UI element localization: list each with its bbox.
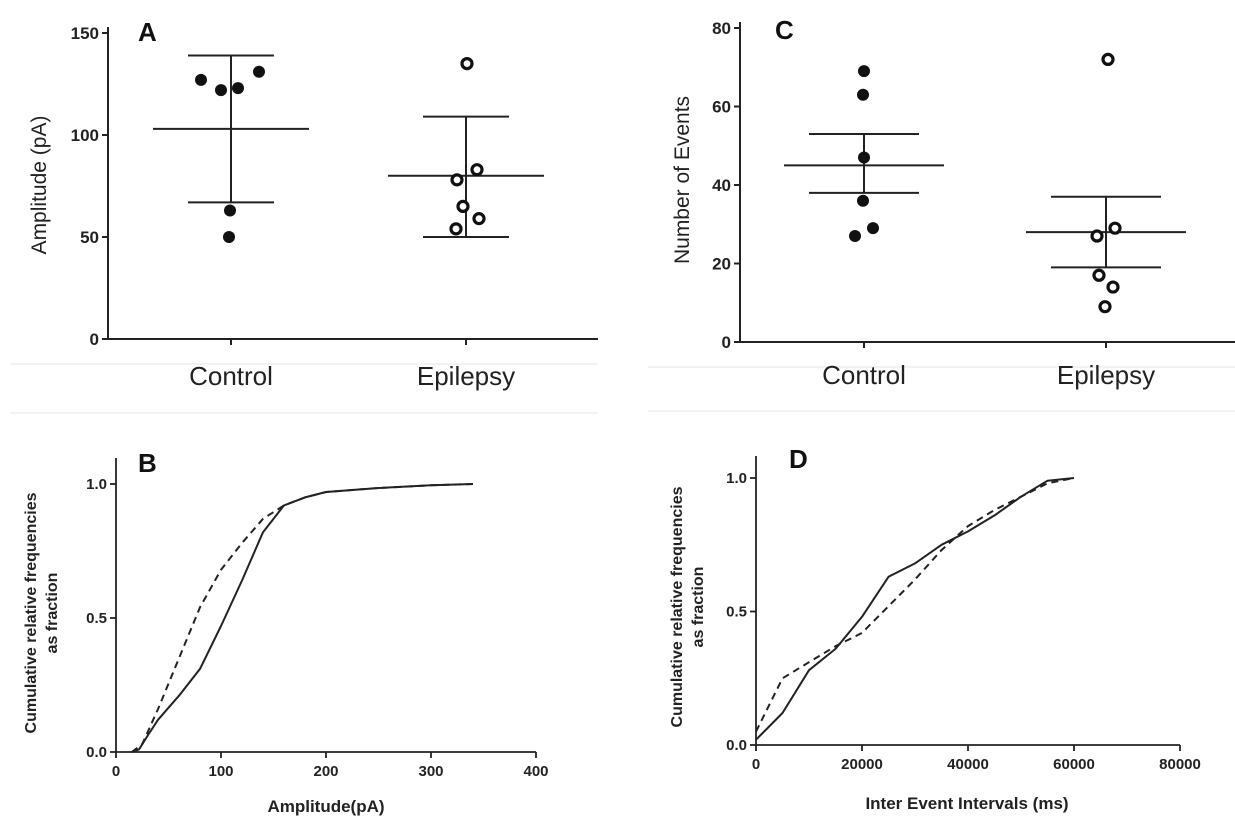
panel-a-point-control — [195, 73, 207, 86]
panel-a-scatter: A Amplitude (pA) 0 50 100 150 Control Epileps… — [28, 17, 598, 391]
panel-c-point-control — [857, 194, 869, 207]
panel-b-y-tick-label: 1.0 — [86, 476, 107, 493]
panel-c-point-control — [849, 230, 861, 243]
panel-d-x-tick-label: 60000 — [1053, 756, 1095, 773]
panel-d-x-tick-label: 20000 — [841, 756, 883, 773]
panel-c-y-tick-label: 20 — [712, 255, 731, 274]
panel-b-x-tick-label: 200 — [313, 763, 338, 780]
panel-a-y-tick-label: 100 — [71, 126, 99, 145]
panel-b-x-axis-label: Amplitude(pA) — [267, 797, 384, 816]
panel-c-point-control — [858, 151, 870, 164]
panel-letter-b: B — [138, 448, 157, 478]
panel-a-point-epilepsy — [460, 56, 474, 71]
panel-b-x-tick-label: 0 — [112, 763, 120, 780]
panel-c-point-epilepsy — [1092, 268, 1106, 282]
panel-c-point-control — [858, 65, 870, 78]
panel-c-scatter: C Number of Events 0 20 40 60 80 Control Epile… — [671, 15, 1235, 390]
panel-b-x-tick-label: 300 — [418, 763, 443, 780]
panel-d-curve-dashed — [755, 477, 1075, 733]
panel-c-point-control — [867, 222, 879, 235]
panel-b-curve-solid — [131, 483, 474, 753]
panel-d-y-tick-label: 1.0 — [726, 470, 747, 487]
panel-a-point-epilepsy — [472, 212, 486, 226]
panel-d-x-tick-label: 40000 — [947, 756, 989, 773]
panel-c-point-epilepsy — [1090, 229, 1104, 243]
panel-a-point-control — [215, 84, 227, 97]
panel-a-x-tick-label: Control — [189, 361, 273, 391]
panel-b-y-tick-label: 0.5 — [86, 610, 107, 627]
panel-letter-d: D — [789, 444, 808, 474]
panel-letter-a: A — [138, 17, 157, 47]
panel-d-y-axis-label-line1: Cumulative relative frequencies — [669, 486, 686, 727]
panel-c-point-epilepsy — [1106, 280, 1120, 294]
panel-b-y-tick-label: 0.0 — [86, 744, 107, 761]
panel-d-y-tick-label: 0.5 — [726, 604, 747, 621]
panel-a-point-epilepsy — [470, 163, 484, 177]
panel-a-point-control — [223, 231, 235, 243]
panel-a-y-axis-label: Amplitude (pA) — [28, 116, 51, 255]
panel-c-y-tick-label: 0 — [722, 333, 731, 352]
panel-c-y-tick-label: 40 — [712, 176, 731, 195]
panel-b-x-tick-label: 100 — [208, 763, 233, 780]
panel-c-x-tick-label: Control — [822, 360, 906, 390]
panel-c-point-control — [857, 88, 869, 101]
panel-d-curve-solid — [755, 477, 1075, 741]
panel-a-x-tick-label: Epilepsy — [417, 361, 515, 391]
panel-a-y-tick-label: 50 — [80, 228, 99, 247]
panel-a-point-control — [232, 82, 244, 95]
panel-d-cumulative: D Cumulative relative frequencies as fra… — [669, 444, 1201, 813]
panel-a-point-epilepsy — [449, 222, 463, 236]
panel-d-y-tick-label: 0.0 — [726, 737, 747, 754]
panel-c-y-tick-label: 80 — [712, 19, 731, 38]
panel-c-point-epilepsy — [1098, 300, 1112, 314]
panel-a-y-tick-label: 150 — [71, 24, 99, 43]
panel-c-x-tick-label: Epilepsy — [1057, 360, 1155, 390]
panel-a-point-control — [224, 204, 236, 217]
panel-a-point-control — [253, 65, 265, 78]
panel-c-point-epilepsy — [1101, 52, 1115, 67]
panel-b-y-axis-label-line2: as fraction — [44, 573, 61, 654]
panel-a-y-tick-label: 0 — [90, 330, 99, 349]
panel-c-y-tick-label: 60 — [712, 98, 731, 117]
panel-d-x-tick-label: 0 — [752, 756, 760, 773]
panel-a-point-epilepsy — [456, 199, 470, 213]
panel-b-x-tick-label: 400 — [523, 763, 548, 780]
panel-b-cumulative: B Cumulative relative frequencies as fra… — [23, 448, 549, 816]
panel-c-y-axis-label: Number of Events — [671, 96, 694, 264]
panel-c-point-epilepsy — [1108, 221, 1122, 235]
panel-b-y-axis-label-line1: Cumulative relative frequencies — [23, 492, 40, 733]
panel-d-y-axis-label-line2: as fraction — [690, 567, 707, 648]
panel-a-point-epilepsy — [450, 173, 464, 187]
panel-b-curve-dashed — [131, 483, 474, 753]
panel-d-x-axis-label: Inter Event Intervals (ms) — [865, 794, 1068, 813]
panel-d-x-tick-label: 80000 — [1159, 756, 1201, 773]
panel-letter-c: C — [775, 15, 794, 45]
